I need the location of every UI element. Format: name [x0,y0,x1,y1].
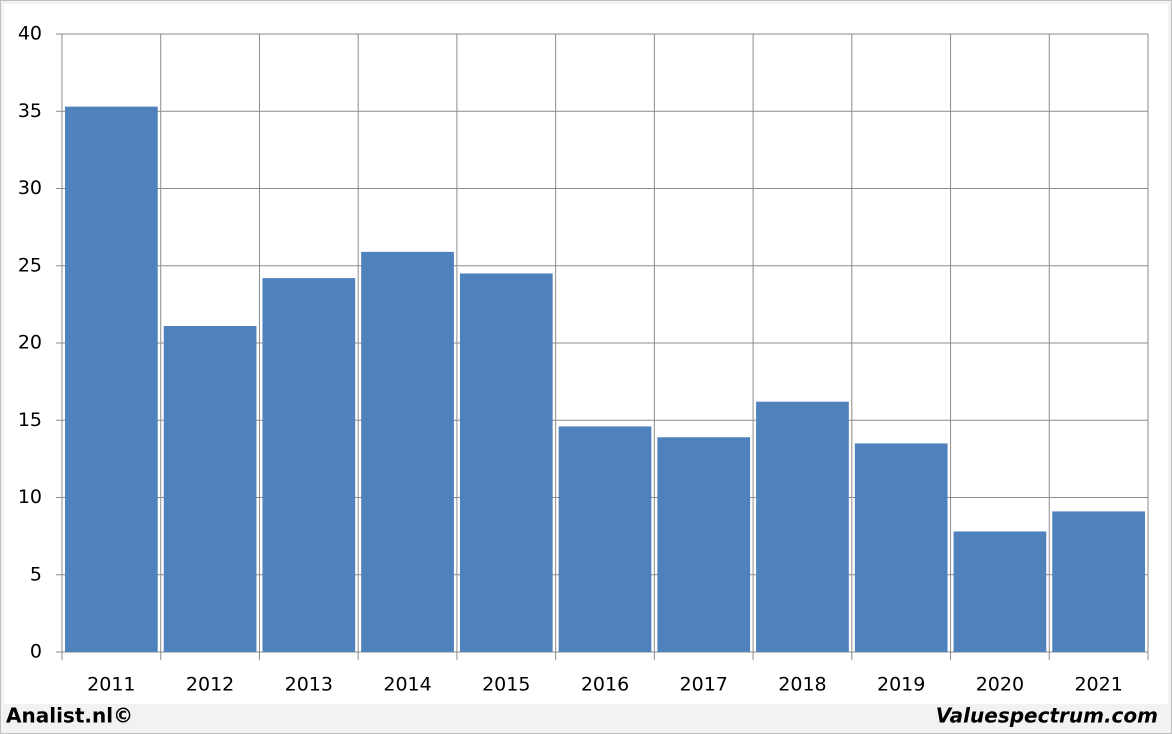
y-tick-label: 15 [18,409,42,431]
x-tick-label: 2015 [482,674,530,696]
x-tick-label: 2020 [976,674,1024,696]
y-tick-label: 30 [18,177,42,199]
bar [1052,511,1145,652]
bar [756,401,849,652]
x-tick-label: 2016 [581,674,629,696]
x-tick-label: 2018 [778,674,826,696]
bar [65,106,158,653]
y-tick-label: 10 [18,486,42,508]
y-tick-label: 25 [18,254,42,276]
bar [558,426,652,652]
footer-right: Valuespectrum.com [936,704,1158,728]
x-tick-label: 2014 [383,674,431,696]
bar [657,437,751,652]
bar [262,278,356,652]
footer-left: Analist.nl© [6,704,133,728]
x-tick-label: 2012 [186,674,234,696]
y-tick-label: 20 [18,332,42,354]
x-tick-label: 2011 [87,674,135,696]
y-tick-label: 40 [18,23,42,45]
x-tick-label: 2021 [1074,674,1122,696]
y-tick-label: 5 [30,563,42,585]
bar [163,326,257,652]
x-tick-label: 2017 [680,674,728,696]
bar [854,443,948,652]
y-tick-label: 35 [18,100,42,122]
y-tick-label: 0 [30,641,42,663]
x-tick-label: 2019 [877,674,925,696]
bar [459,273,553,652]
bar [361,251,454,652]
bar [953,531,1047,652]
x-tick-label: 2013 [285,674,333,696]
